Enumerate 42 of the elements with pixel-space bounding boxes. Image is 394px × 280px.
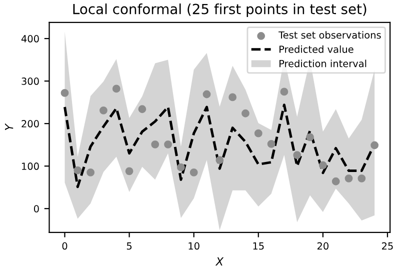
point bbox=[202, 90, 211, 98]
legend-label: Test set observations bbox=[278, 31, 381, 39]
point bbox=[60, 89, 69, 97]
point bbox=[125, 167, 134, 176]
x-tick-label: 20 bbox=[317, 242, 328, 250]
x-tick-label: 15 bbox=[253, 242, 264, 250]
point bbox=[358, 174, 366, 182]
point bbox=[318, 161, 327, 170]
chart-title: Local conformal (25 first points in test set) bbox=[73, 4, 366, 17]
point bbox=[86, 168, 95, 176]
point bbox=[151, 140, 160, 148]
point bbox=[190, 168, 198, 176]
point bbox=[293, 151, 302, 159]
point bbox=[216, 156, 224, 164]
point bbox=[344, 174, 353, 182]
point bbox=[100, 106, 108, 114]
point bbox=[242, 109, 250, 118]
y-tick-label: 0 bbox=[34, 205, 39, 212]
point bbox=[228, 93, 237, 102]
point bbox=[254, 129, 262, 138]
point bbox=[176, 163, 185, 172]
point bbox=[306, 133, 314, 142]
x-tick-label: 0 bbox=[62, 242, 68, 250]
y-tick-label: 100 bbox=[22, 162, 39, 170]
point bbox=[280, 88, 288, 96]
point bbox=[74, 166, 82, 174]
x-tick-label: 25 bbox=[382, 242, 393, 250]
point bbox=[164, 140, 172, 148]
point bbox=[112, 84, 120, 93]
y-tick-label: 400 bbox=[21, 35, 39, 42]
legend-label: Predicted value bbox=[280, 45, 354, 53]
x-axis-title: X bbox=[215, 257, 224, 266]
point bbox=[138, 105, 146, 114]
x-tick-label: 5 bbox=[126, 242, 132, 250]
point bbox=[332, 177, 340, 186]
legend-label: Prediction interval bbox=[280, 60, 366, 68]
x-tick-label: 10 bbox=[188, 242, 200, 250]
y-axis-title: Y bbox=[5, 123, 14, 130]
y-tick-label: 200 bbox=[22, 120, 39, 128]
point bbox=[370, 141, 379, 150]
y-tick-label: 300 bbox=[22, 78, 39, 85]
point bbox=[267, 140, 276, 148]
